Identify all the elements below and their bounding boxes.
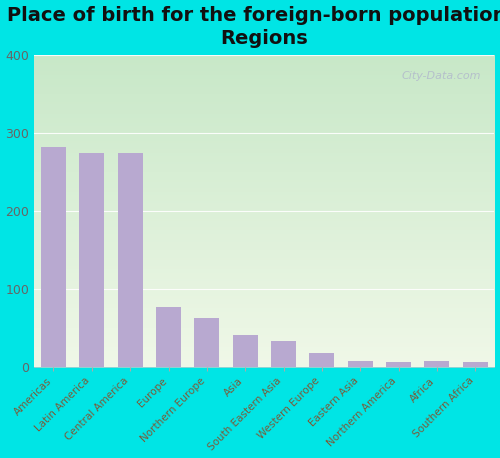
Bar xyxy=(194,317,220,366)
Bar xyxy=(310,354,334,366)
Bar xyxy=(271,341,296,366)
Bar xyxy=(80,153,104,366)
Bar xyxy=(424,361,450,366)
Bar xyxy=(156,307,181,366)
Bar xyxy=(463,362,487,366)
Title: Place of birth for the foreign-born population -
Regions: Place of birth for the foreign-born popu… xyxy=(7,5,500,48)
Bar xyxy=(41,147,66,366)
Bar xyxy=(348,361,372,366)
Bar xyxy=(386,362,411,366)
Bar xyxy=(118,153,142,366)
Text: City-Data.com: City-Data.com xyxy=(401,71,480,81)
Bar xyxy=(232,335,258,366)
